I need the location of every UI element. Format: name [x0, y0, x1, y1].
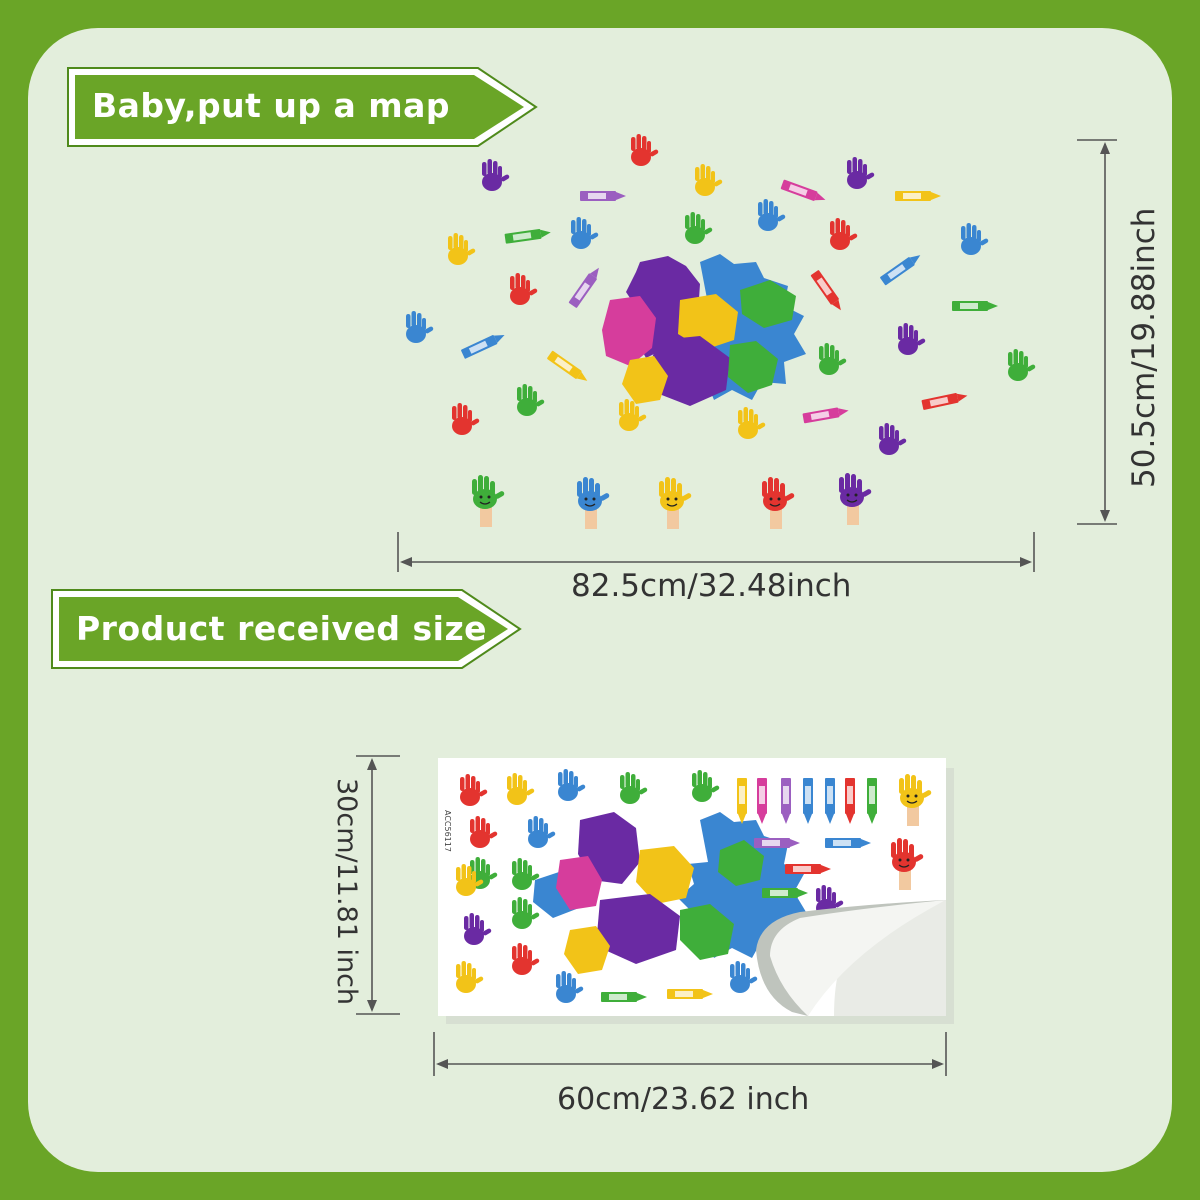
banner-received-title: Product received size: [50, 588, 526, 670]
banner-install-text: Baby,put up a map: [92, 86, 451, 125]
installed-width-dimension: [397, 532, 1035, 572]
sheet-width-dimension: [433, 1032, 947, 1076]
banner-received-text: Product received size: [76, 609, 488, 648]
sheet-width-label: 60cm/23.62 inch: [557, 1082, 810, 1117]
installed-height-label: 50.5cm/19.88inch: [1126, 207, 1162, 488]
banner-arrow-shape: [51, 589, 522, 669]
smiley-hands-row: [471, 472, 873, 530]
installed-height-dimension: [1077, 139, 1117, 525]
banner-install-title: Baby,put up a map: [66, 66, 542, 148]
sheet-product-code: ACC56117: [443, 810, 452, 852]
banner-arrow-shape: [67, 67, 538, 147]
sheet-height-label: 30cm/11.81 inch: [331, 778, 362, 1006]
paint-splash: [602, 254, 806, 406]
sheet-height-dimension: [356, 755, 400, 1015]
installed-width-label: 82.5cm/32.48inch: [571, 568, 852, 604]
decal-sheet: [438, 758, 954, 1024]
